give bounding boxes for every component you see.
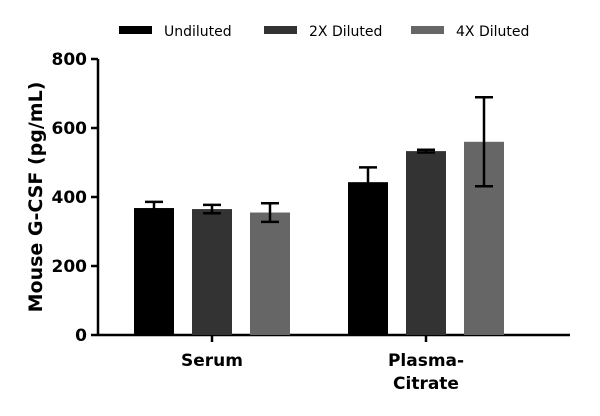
y-tick-label: 0: [75, 326, 87, 346]
y-axis-label: Mouse G-CSF (pg/mL): [25, 82, 47, 313]
x-category-label: Serum: [181, 351, 243, 371]
error-bars: [145, 96, 493, 224]
bar: [134, 208, 174, 335]
bar: [406, 151, 446, 335]
y-tick-label: 400: [52, 188, 88, 208]
y-axis: 0 200 400 600 800: [52, 50, 100, 346]
legend: Undiluted 2X Diluted 4X Diluted: [119, 24, 529, 40]
legend-label: Undiluted: [164, 24, 232, 40]
bar: [250, 212, 290, 335]
legend-swatch: [264, 26, 297, 34]
x-category-label: Plasma-: [388, 351, 464, 371]
y-tick-label: 800: [52, 50, 88, 70]
legend-swatch: [411, 26, 444, 34]
bar: [348, 182, 388, 335]
x-category-label: Citrate: [393, 374, 459, 394]
bar: [192, 209, 232, 335]
y-tick-label: 200: [52, 257, 88, 277]
legend-label: 2X Diluted: [309, 24, 382, 40]
legend-swatch: [119, 26, 152, 34]
bars: [134, 141, 504, 335]
y-tick-label: 600: [52, 119, 88, 139]
x-axis: Serum Plasma- Citrate: [98, 333, 570, 394]
legend-label: 4X Diluted: [456, 24, 529, 40]
